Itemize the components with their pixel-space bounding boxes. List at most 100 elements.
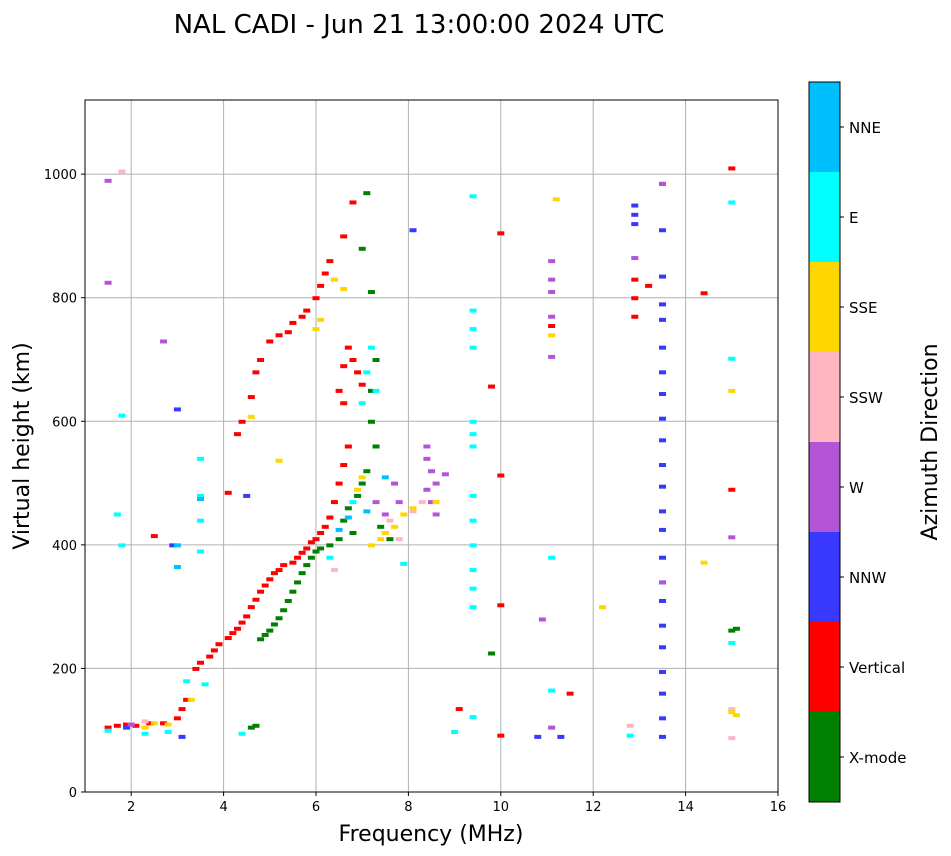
data-point bbox=[367, 543, 375, 548]
data-point bbox=[367, 388, 375, 393]
data-point bbox=[391, 524, 399, 529]
data-point bbox=[340, 401, 348, 406]
data-point bbox=[469, 194, 477, 199]
data-point bbox=[349, 531, 357, 535]
colorbar-swatch bbox=[809, 712, 840, 802]
data-point bbox=[344, 444, 352, 449]
data-point bbox=[330, 277, 338, 282]
data-point bbox=[409, 509, 417, 514]
data-point bbox=[252, 723, 260, 728]
data-point bbox=[312, 549, 320, 554]
x-tick-label: 2 bbox=[127, 800, 135, 815]
data-point bbox=[469, 605, 477, 610]
chart-title: NAL CADI - Jun 21 13:00:00 2024 UTC bbox=[174, 10, 665, 40]
data-point bbox=[548, 555, 556, 560]
data-point bbox=[298, 314, 306, 319]
colorbar-label: W bbox=[849, 479, 864, 497]
data-point bbox=[659, 463, 666, 468]
data-point bbox=[659, 181, 666, 186]
x-axis-ticks: 2 4 6 8 10 12 14 16 bbox=[127, 792, 786, 815]
data-point bbox=[400, 561, 408, 566]
data-point bbox=[178, 734, 186, 739]
data-point bbox=[358, 382, 366, 387]
data-point bbox=[469, 568, 477, 573]
data-point bbox=[118, 413, 126, 418]
data-point bbox=[469, 586, 477, 591]
data-point bbox=[340, 234, 348, 239]
data-point bbox=[210, 648, 218, 653]
data-point bbox=[270, 622, 278, 627]
colorbar: X-mode Vertical NNW W SSW SSE E NNE bbox=[808, 81, 906, 803]
data-point bbox=[303, 308, 311, 313]
data-point bbox=[243, 614, 251, 619]
data-point bbox=[659, 716, 666, 721]
data-point bbox=[118, 543, 126, 548]
colorbar-title: Azimuth Direction bbox=[918, 343, 943, 540]
data-point bbox=[307, 555, 315, 560]
data-point bbox=[354, 370, 362, 375]
data-point bbox=[659, 302, 666, 307]
data-point bbox=[233, 432, 241, 437]
data-point bbox=[728, 166, 736, 171]
data-point bbox=[164, 729, 172, 734]
data-point bbox=[659, 274, 666, 279]
data-point bbox=[197, 518, 204, 523]
data-point bbox=[469, 715, 477, 720]
data-point bbox=[469, 419, 477, 424]
series-nne bbox=[173, 475, 389, 569]
y-tick-label: 0 bbox=[69, 786, 77, 801]
data-point bbox=[386, 518, 394, 523]
data-point bbox=[566, 691, 574, 696]
data-point bbox=[488, 384, 496, 389]
data-point bbox=[631, 203, 639, 208]
data-point bbox=[659, 317, 666, 322]
data-point bbox=[317, 317, 325, 322]
y-tick-label: 1000 bbox=[44, 168, 77, 183]
y-tick-label: 400 bbox=[52, 539, 77, 554]
data-point bbox=[275, 458, 283, 463]
data-point bbox=[141, 731, 149, 736]
data-point bbox=[238, 620, 246, 625]
data-point bbox=[201, 682, 209, 687]
data-point bbox=[335, 537, 343, 542]
data-point bbox=[469, 444, 477, 449]
data-point bbox=[432, 481, 440, 486]
colorbar-frame bbox=[808, 81, 841, 803]
data-point bbox=[548, 324, 556, 329]
x-tick-label: 8 bbox=[404, 800, 412, 815]
data-point bbox=[659, 623, 666, 628]
colorbar-swatch bbox=[809, 622, 840, 712]
x-tick-label: 14 bbox=[677, 800, 694, 815]
data-point bbox=[326, 259, 334, 264]
data-point bbox=[344, 506, 352, 511]
series-e bbox=[104, 194, 736, 738]
grid-lines bbox=[85, 100, 779, 793]
data-point bbox=[104, 728, 112, 733]
data-point bbox=[469, 308, 477, 313]
data-point bbox=[732, 626, 740, 631]
data-point bbox=[298, 550, 306, 555]
data-point bbox=[261, 583, 269, 588]
data-point bbox=[469, 327, 477, 332]
data-point bbox=[659, 438, 666, 443]
data-point bbox=[349, 500, 357, 505]
data-point bbox=[294, 580, 302, 585]
data-point bbox=[141, 719, 149, 724]
data-point bbox=[418, 500, 426, 505]
data-point bbox=[428, 500, 435, 505]
y-axis-ticks: 0 200 400 600 800 1000 bbox=[44, 168, 85, 801]
data-point bbox=[197, 493, 204, 498]
data-point bbox=[317, 283, 325, 288]
data-point bbox=[428, 469, 435, 474]
data-point bbox=[183, 679, 191, 684]
data-point bbox=[206, 654, 214, 659]
data-point bbox=[659, 509, 666, 514]
data-point bbox=[645, 283, 653, 288]
data-point bbox=[700, 560, 708, 565]
data-point bbox=[164, 722, 172, 727]
data-point bbox=[534, 734, 542, 739]
series-w bbox=[104, 178, 736, 730]
data-point bbox=[335, 481, 343, 486]
x-axis-label: Frequency (MHz) bbox=[339, 822, 524, 847]
data-point bbox=[298, 571, 306, 576]
